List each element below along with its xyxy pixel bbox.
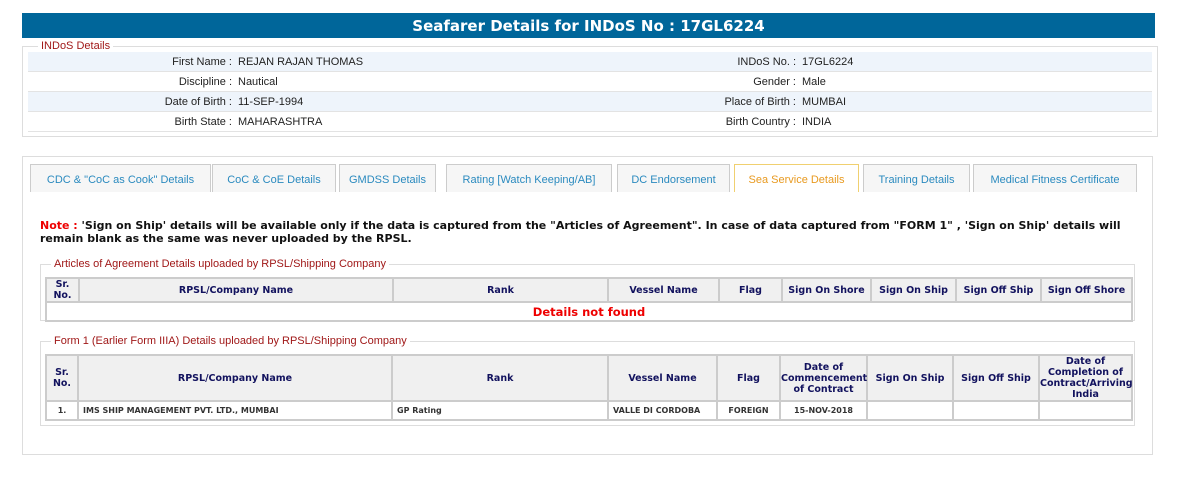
column-header: Vessel Name <box>607 354 718 402</box>
table-header-row: Sr. No. RPSL/Company Name Rank Vessel Name F… <box>45 277 1133 303</box>
tab-panel: CDC & "CoC as Cook" Details CoC & CoE Det… <box>22 156 1153 455</box>
field-value: INDIA <box>802 116 832 128</box>
indos-row: Date of Birth : 11-SEP-1994 Place of Birth… <box>28 92 1152 112</box>
note-text: Note : 'Sign on Ship' details will be av… <box>40 219 1140 245</box>
indos-details-legend: INDoS Details <box>41 40 111 52</box>
field-label: Date of Birth : <box>164 96 232 108</box>
articles-table: Sr. No. RPSL/Company Name Rank Vessel Name F… <box>45 277 1133 322</box>
table-cell <box>866 400 954 421</box>
table-header-row: Sr. No. RPSL/Company Name Rank Vessel Name F… <box>45 354 1133 402</box>
tab-rating-watch-keeping-ab[interactable]: Rating [Watch Keeping/AB] <box>446 164 612 192</box>
form1-section: Form 1 (Earlier Form IIIA) Details uploa… <box>40 336 1135 426</box>
column-header: Sign On Ship <box>870 277 957 303</box>
table-cell: 15-NOV-2018 <box>779 400 868 421</box>
tab-dc-endorsement[interactable]: DC Endorsement <box>617 164 730 192</box>
field-value: Nautical <box>238 76 278 88</box>
column-header: Sr. No. <box>45 277 80 303</box>
table-cell: VALLE DI CORDOBA <box>607 400 718 421</box>
field-label: Gender : <box>753 76 796 88</box>
table-cell: 1. <box>45 400 79 421</box>
column-header: Sign Off Shore <box>1040 277 1133 303</box>
column-header: Sign On Shore <box>781 277 872 303</box>
table-cell: IMS SHIP MANAGEMENT PVT. LTD., MUMBAI <box>77 400 393 421</box>
column-header: Sign Off Ship <box>955 277 1042 303</box>
note-body: 'Sign on Ship' details will be available… <box>40 219 1121 245</box>
form1-table: Sr. No. RPSL/Company Name Rank Vessel Name F… <box>45 354 1133 421</box>
tab-medical-fitness-certificate[interactable]: Medical Fitness Certificate <box>973 164 1137 192</box>
field-label: INDoS No. : <box>737 56 796 68</box>
field-value: 11-SEP-1994 <box>238 96 304 108</box>
field-label: Discipline : <box>178 76 232 88</box>
column-header: Sign Off Ship <box>952 354 1040 402</box>
table-row: Details not found <box>45 301 1133 322</box>
page-title: Seafarer Details for INDoS No : 17GL6224 <box>22 13 1155 38</box>
field-label: Birth State : <box>174 116 232 128</box>
field-value: REJAN RAJAN THOMAS <box>238 56 364 68</box>
tab-cdc-coc-as-cook-details[interactable]: CDC & "CoC as Cook" Details <box>30 164 211 192</box>
table-cell: FOREIGN <box>716 400 781 421</box>
indos-row: Birth State : MAHARASHTRA Birth Country : I… <box>28 112 1152 132</box>
field-label: Birth Country : <box>725 116 796 128</box>
form1-legend: Form 1 (Earlier Form IIIA) Details uploa… <box>54 335 407 347</box>
indos-row: First Name : REJAN RAJAN THOMAS INDoS No. … <box>28 52 1152 72</box>
indos-row: Discipline : Nautical Gender : Male <box>28 72 1152 92</box>
tab-gmdss-details[interactable]: GMDSS Details <box>339 164 436 192</box>
column-header: Sr. No. <box>45 354 79 402</box>
field-label: First Name : <box>172 56 232 68</box>
table-cell <box>1038 400 1133 421</box>
tab-coc-coe-details[interactable]: CoC & CoE Details <box>212 164 336 192</box>
column-header: Date of Commencement of Contract <box>779 354 868 402</box>
column-header: Rank <box>391 354 609 402</box>
field-label: Place of Birth : <box>724 96 796 108</box>
articles-legend: Articles of Agreement Details uploaded b… <box>54 258 387 270</box>
field-value: MAHARASHTRA <box>238 116 323 128</box>
field-value: 17GL6224 <box>802 56 854 68</box>
column-header: Vessel Name <box>607 277 720 303</box>
tab-training-details[interactable]: Training Details <box>863 164 970 192</box>
column-header: Date of Completion of Contract/Arriving … <box>1038 354 1133 402</box>
column-header: Rank <box>392 277 609 303</box>
table-cell <box>952 400 1040 421</box>
table-cell: GP Rating <box>391 400 609 421</box>
table-row: 1. IMS SHIP MANAGEMENT PVT. LTD., MUMBAI G… <box>45 400 1133 421</box>
empty-message: Details not found <box>45 301 1133 322</box>
note-label: Note : <box>40 219 78 232</box>
tab-sea-service-details[interactable]: Sea Service Details <box>734 164 859 192</box>
column-header: Flag <box>718 277 783 303</box>
column-header: Sign On Ship <box>866 354 954 402</box>
column-header: Flag <box>716 354 781 402</box>
field-value: Male <box>802 76 826 88</box>
column-header: RPSL/Company Name <box>77 354 393 402</box>
column-header: RPSL/Company Name <box>78 277 394 303</box>
indos-details-section: INDoS Details First Name : REJAN RAJAN TH… <box>22 41 1158 137</box>
field-value: MUMBAI <box>802 96 846 108</box>
